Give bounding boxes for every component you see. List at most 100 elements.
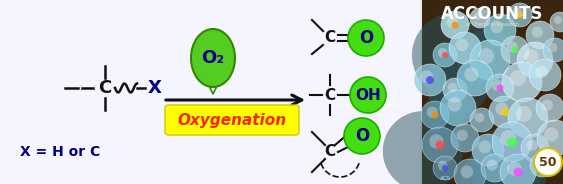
Circle shape <box>484 14 516 46</box>
Circle shape <box>512 47 519 54</box>
Circle shape <box>535 65 548 78</box>
Circle shape <box>474 12 482 20</box>
Circle shape <box>513 167 522 176</box>
Circle shape <box>421 70 433 83</box>
Circle shape <box>438 48 448 57</box>
Circle shape <box>433 43 457 67</box>
Text: 50: 50 <box>539 155 557 169</box>
Circle shape <box>429 134 444 149</box>
Text: C: C <box>324 88 336 102</box>
Circle shape <box>500 130 516 146</box>
Circle shape <box>441 11 469 39</box>
Circle shape <box>422 127 458 163</box>
Circle shape <box>548 43 557 52</box>
Circle shape <box>479 140 491 153</box>
Circle shape <box>486 74 514 102</box>
Circle shape <box>383 111 463 184</box>
Circle shape <box>501 36 529 64</box>
Circle shape <box>517 42 553 78</box>
Circle shape <box>440 90 476 126</box>
Circle shape <box>454 159 486 184</box>
Circle shape <box>447 97 462 112</box>
Circle shape <box>489 96 521 128</box>
Circle shape <box>554 16 562 24</box>
Circle shape <box>414 64 446 96</box>
Circle shape <box>507 137 517 147</box>
Circle shape <box>348 20 384 56</box>
Text: ACS: ACS <box>440 176 451 181</box>
Circle shape <box>526 140 538 151</box>
Circle shape <box>507 42 518 53</box>
Text: C: C <box>324 144 336 160</box>
Circle shape <box>513 8 522 17</box>
Circle shape <box>530 153 554 177</box>
Circle shape <box>526 21 554 49</box>
Text: X: X <box>148 79 162 97</box>
Circle shape <box>484 157 535 184</box>
Circle shape <box>543 38 563 62</box>
Text: O: O <box>359 29 373 47</box>
Circle shape <box>412 13 495 97</box>
Circle shape <box>507 161 521 176</box>
Circle shape <box>472 134 504 166</box>
Text: O₂: O₂ <box>202 49 225 67</box>
Text: C: C <box>324 31 336 45</box>
Circle shape <box>344 118 380 154</box>
Circle shape <box>534 148 562 176</box>
Circle shape <box>426 76 434 84</box>
Circle shape <box>471 126 549 184</box>
Circle shape <box>449 32 481 64</box>
Circle shape <box>508 98 548 138</box>
Circle shape <box>446 17 458 28</box>
Circle shape <box>481 154 509 182</box>
Text: ACCOUNTS: ACCOUNTS <box>441 5 543 23</box>
Circle shape <box>536 94 563 122</box>
Circle shape <box>517 12 523 18</box>
Circle shape <box>431 112 439 118</box>
Text: C: C <box>99 79 111 97</box>
Circle shape <box>457 60 493 96</box>
Text: of Chemical Research: of Chemical Research <box>466 22 519 26</box>
Circle shape <box>478 48 494 64</box>
Circle shape <box>464 67 479 82</box>
Bar <box>0 0 420 184</box>
Circle shape <box>451 124 479 152</box>
Circle shape <box>350 77 386 113</box>
Circle shape <box>508 3 532 27</box>
Circle shape <box>491 80 503 91</box>
Circle shape <box>510 70 526 86</box>
Bar <box>422 0 563 184</box>
Circle shape <box>470 8 490 28</box>
Circle shape <box>442 52 448 58</box>
Circle shape <box>550 12 563 32</box>
Circle shape <box>521 134 549 162</box>
Circle shape <box>486 160 498 171</box>
Circle shape <box>529 59 561 91</box>
Text: OH: OH <box>355 88 381 102</box>
Circle shape <box>421 101 449 129</box>
Circle shape <box>497 84 503 91</box>
Circle shape <box>438 161 448 170</box>
Circle shape <box>423 92 466 134</box>
Circle shape <box>537 120 563 156</box>
Circle shape <box>457 130 468 141</box>
Ellipse shape <box>191 29 235 87</box>
Circle shape <box>495 102 508 115</box>
Circle shape <box>490 20 503 33</box>
Circle shape <box>433 156 457 180</box>
Circle shape <box>516 106 532 122</box>
Circle shape <box>502 62 542 102</box>
Text: O: O <box>355 127 369 145</box>
Circle shape <box>448 83 457 92</box>
Circle shape <box>452 22 458 29</box>
Circle shape <box>524 49 539 64</box>
Circle shape <box>461 165 473 178</box>
Circle shape <box>461 29 515 83</box>
Circle shape <box>544 127 558 142</box>
Circle shape <box>535 158 544 167</box>
Text: X = H or C: X = H or C <box>20 145 100 159</box>
FancyBboxPatch shape <box>165 105 299 135</box>
Circle shape <box>500 154 536 184</box>
Circle shape <box>443 78 467 102</box>
Circle shape <box>470 40 510 80</box>
